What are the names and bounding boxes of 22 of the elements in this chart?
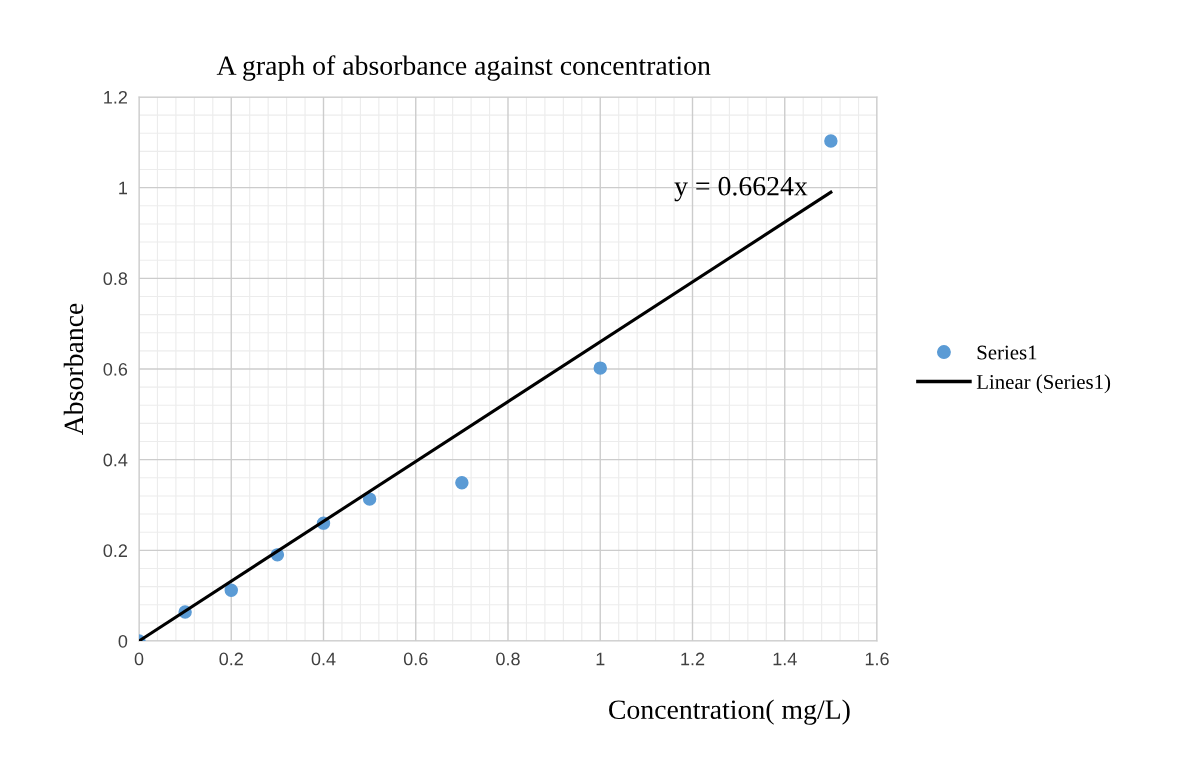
y-tick-label: 0.6	[103, 362, 128, 376]
y-axis-title: Absorbance	[63, 303, 84, 436]
x-tick-label: 1.2	[681, 652, 705, 666]
y-tick-label: 0	[118, 634, 128, 648]
x-tick-label: 0.6	[403, 652, 428, 666]
x-axis-title: Concentration( mg/L)	[609, 699, 850, 725]
y-tick-label: 0.8	[103, 272, 128, 286]
legend-label: Series1	[977, 345, 1037, 360]
x-tick-label: 1.6	[865, 652, 889, 666]
chart-title: A graph of absorbance against concentration	[216, 55, 711, 81]
y-tick-label: 1	[119, 181, 128, 195]
x-tick-label: 0.2	[219, 652, 243, 666]
y-tick-label: 1.2	[104, 90, 127, 104]
y-tick-label: 0.2	[103, 544, 127, 558]
x-tick-label: 0	[134, 652, 144, 666]
legend-label: Linear (Series1)	[976, 374, 1111, 394]
y-tick-label: 0.4	[103, 453, 128, 467]
x-tick-label: 0.4	[311, 652, 336, 666]
x-tick-label: 1	[596, 652, 605, 666]
x-tick-label: 0.8	[496, 652, 520, 666]
annotation: y = 0.6624x	[674, 176, 808, 202]
x-tick-label: 1.4	[773, 652, 797, 666]
